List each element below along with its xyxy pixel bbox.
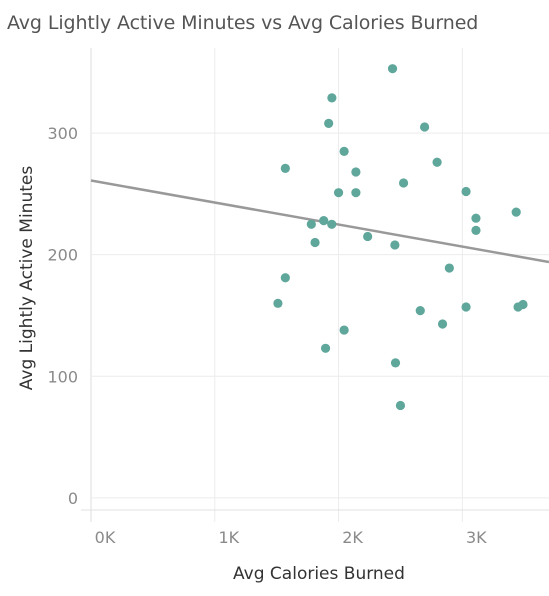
data-point[interactable] — [398, 178, 409, 188]
data-point[interactable] — [306, 219, 316, 229]
data-point[interactable] — [387, 64, 398, 74]
data-point[interactable] — [471, 213, 481, 223]
y-tick-label: 200 — [47, 246, 78, 265]
x-tick-label: 2K — [342, 528, 363, 547]
x-tick-label: 3K — [466, 528, 487, 547]
data-point[interactable] — [461, 302, 471, 312]
data-point[interactable] — [444, 263, 454, 273]
x-axis-title: Avg Calories Burned — [233, 564, 405, 584]
points-layer — [273, 64, 528, 411]
data-point[interactable] — [320, 343, 331, 353]
data-point[interactable] — [390, 358, 401, 368]
y-tick-label: 0 — [68, 489, 78, 508]
data-point[interactable] — [461, 186, 471, 197]
y-tick-label: 100 — [47, 367, 78, 386]
data-point[interactable] — [339, 146, 349, 156]
ticks-layer: 0K 1K 2K 3K 0 100 200 300 — [47, 124, 487, 547]
data-point[interactable] — [363, 231, 373, 242]
data-point[interactable] — [339, 325, 349, 335]
data-point[interactable] — [333, 188, 344, 198]
data-point[interactable] — [419, 122, 430, 132]
x-tick-label: 0K — [95, 528, 116, 547]
y-tick-label: 300 — [47, 124, 78, 143]
data-point[interactable] — [327, 219, 337, 229]
data-point[interactable] — [351, 188, 361, 198]
data-point[interactable] — [324, 118, 334, 128]
y-axis-title: Avg Lightly Active Minutes — [17, 166, 37, 391]
data-point[interactable] — [273, 298, 283, 308]
data-point[interactable] — [513, 302, 523, 312]
data-point[interactable] — [351, 167, 361, 177]
x-tick-label: 1K — [218, 528, 239, 547]
data-point[interactable] — [310, 237, 320, 248]
data-point[interactable] — [280, 273, 290, 283]
data-point[interactable] — [327, 93, 337, 103]
data-point[interactable] — [395, 400, 406, 411]
data-point[interactable] — [471, 225, 481, 235]
data-point[interactable] — [319, 216, 329, 226]
data-point[interactable] — [511, 207, 521, 217]
data-point[interactable] — [415, 306, 425, 316]
data-point[interactable] — [390, 240, 400, 250]
data-point[interactable] — [432, 157, 442, 167]
grid-layer — [81, 48, 549, 522]
data-point[interactable] — [280, 163, 290, 173]
data-point[interactable] — [437, 319, 448, 329]
chart-title: Avg Lightly Active Minutes vs Avg Calori… — [7, 12, 479, 34]
